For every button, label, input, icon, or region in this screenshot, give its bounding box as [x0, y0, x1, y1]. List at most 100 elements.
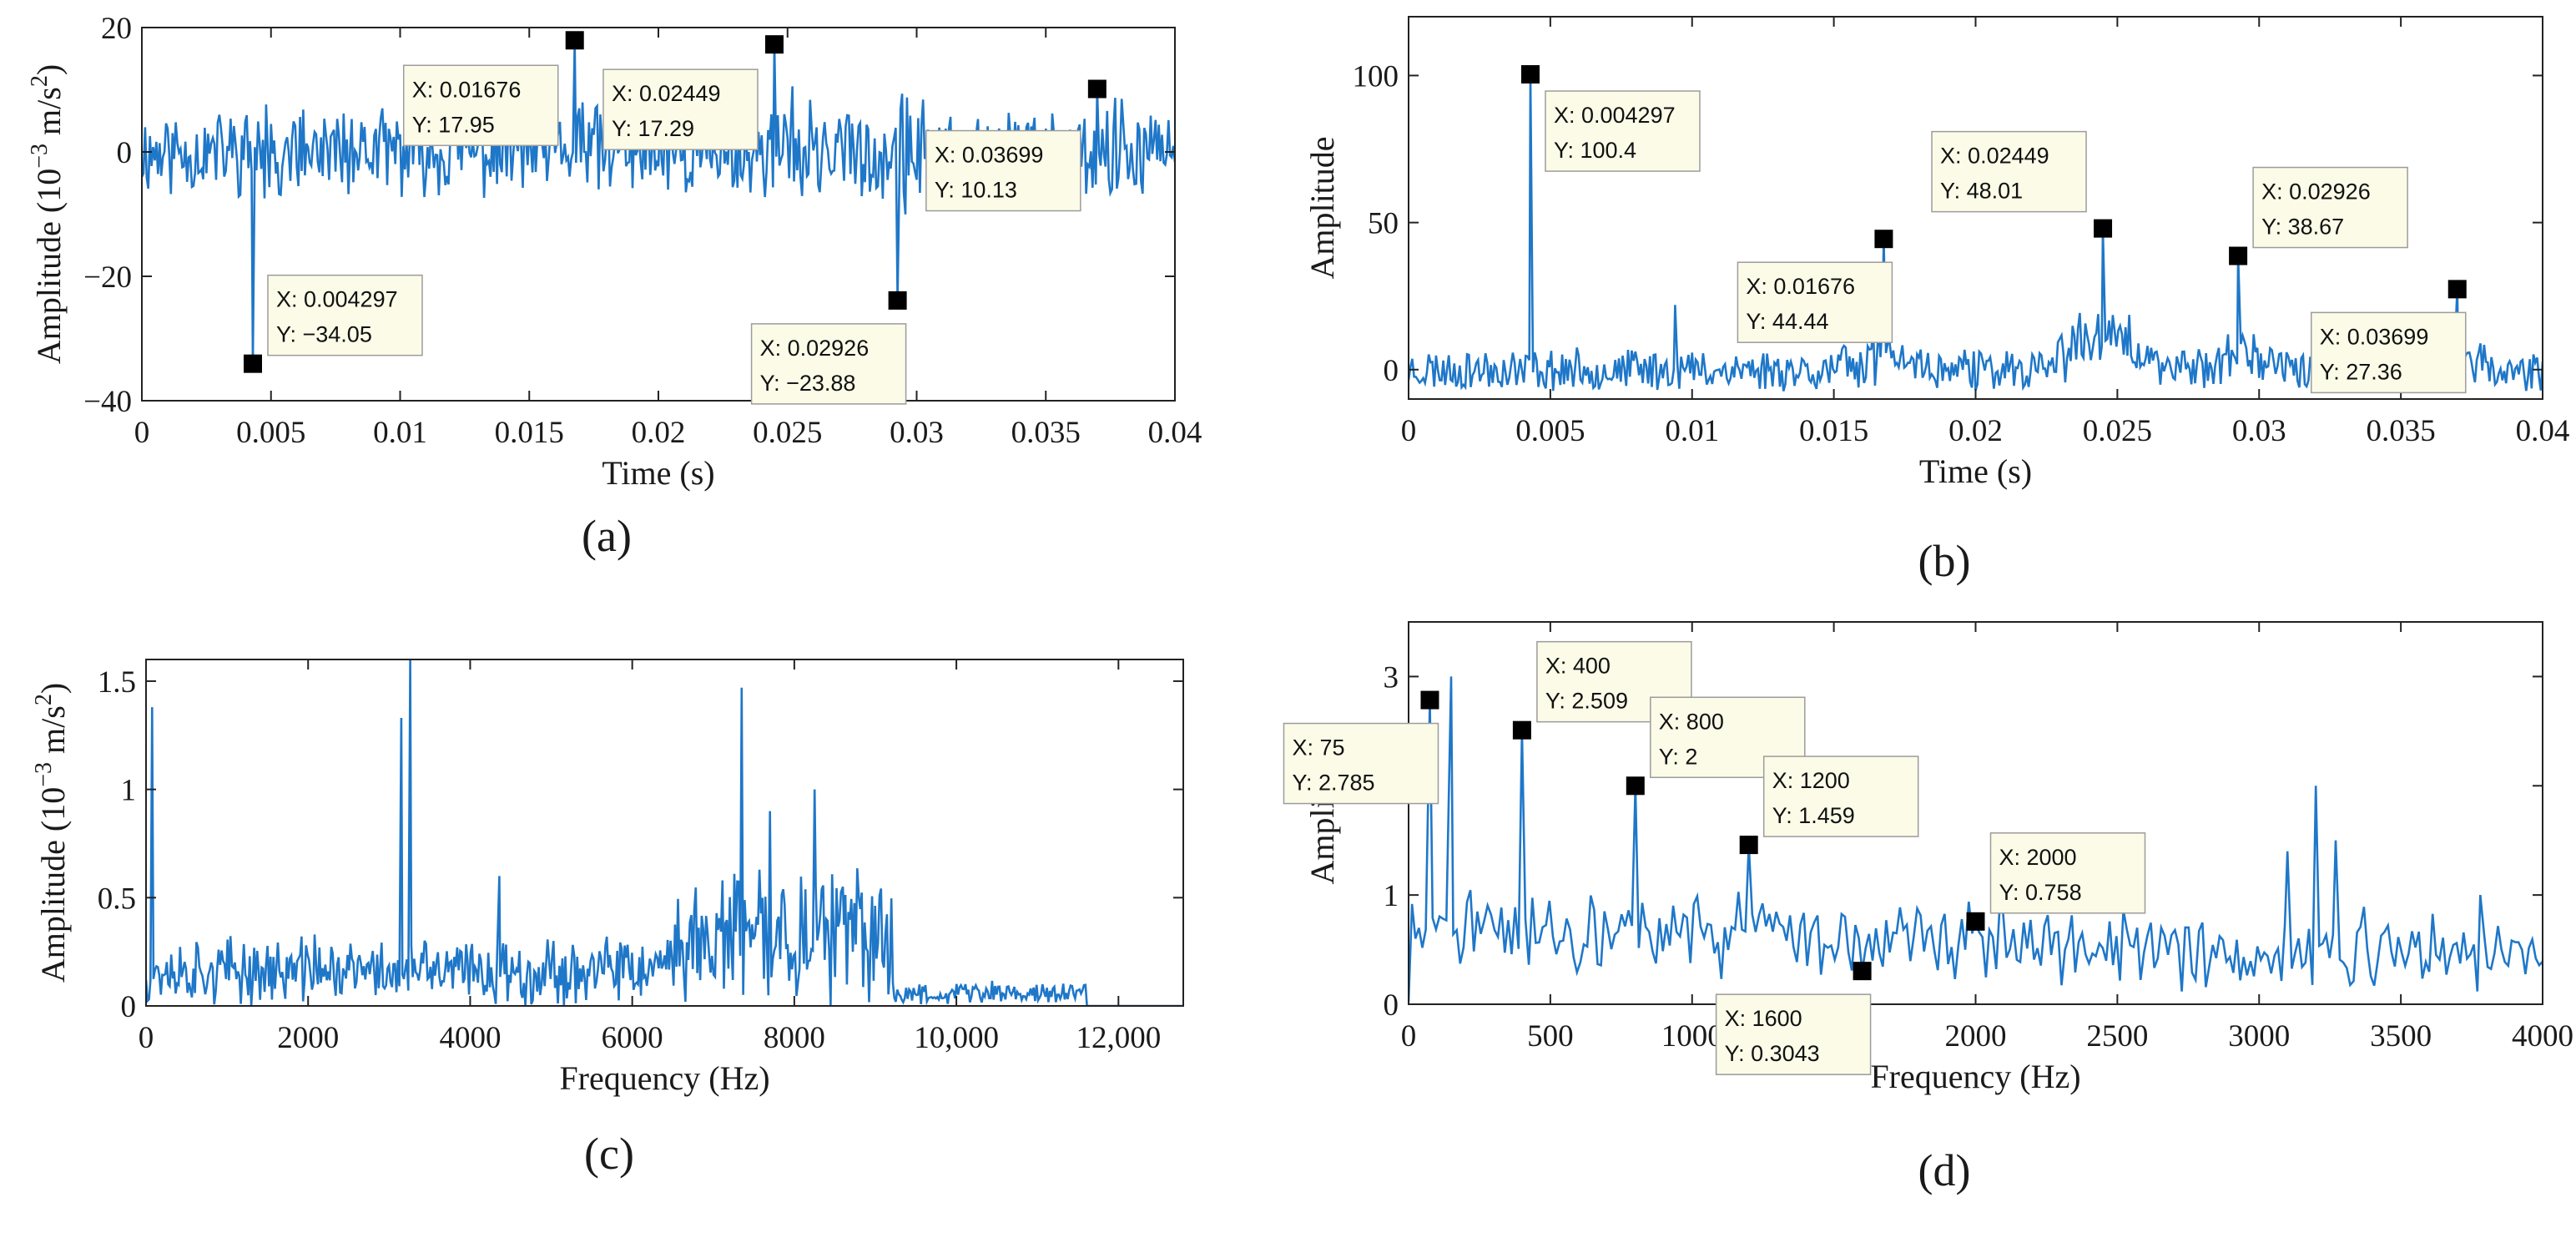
x-tick-label-a: 0.02 — [632, 416, 686, 450]
datatip-y-label: Y: 10.13 — [935, 178, 1017, 203]
datatip-marker-b — [2229, 246, 2248, 265]
panel-d: 050010001500200025003000350040000123Freq… — [1283, 621, 2573, 1195]
datatip-x-label: X: 0.004297 — [276, 287, 398, 312]
datatip-box — [1737, 261, 1893, 343]
x-tick-label-d: 0 — [1401, 1019, 1417, 1054]
y-label-text-c: Amplitude (10 — [34, 787, 72, 983]
y-label-text-a: Amplitude (10 — [30, 169, 68, 364]
datatip-y-label: Y: 0.758 — [1999, 880, 2082, 905]
y-tick-label-d: 1 — [1384, 879, 1399, 913]
datatip-y-label: Y: 38.67 — [2261, 215, 2344, 240]
datatip-x-label: X: 0.02449 — [612, 81, 721, 106]
x-tick-label-a: 0.03 — [890, 416, 944, 450]
panel-b: 0 0.005 0.01 0.015 0.02 0.025 0.03 0.035 0.04 0 50… — [1303, 16, 2570, 586]
x-tick-label-d: 2500 — [2086, 1019, 2148, 1054]
datatip-x-label: X: 0.02926 — [760, 336, 870, 361]
datatip-x-label: X: 400 — [1545, 654, 1611, 679]
datatip-a: X: 0.004297 Y: −34.05 — [267, 274, 423, 356]
datatip-x-label: X: 800 — [1659, 709, 1724, 734]
datatip-x-label: X: 0.01676 — [1746, 274, 1855, 299]
datatip-marker-b — [1874, 230, 1893, 249]
x-tick-label-b: 0.02 — [1948, 414, 2003, 448]
y-tick-label-c: 0.5 — [98, 882, 136, 916]
y-tick-label-d: 3 — [1384, 660, 1399, 695]
datatip-marker-a — [888, 291, 907, 310]
y-tick-label-b: 0 — [1384, 354, 1399, 388]
datatip-box — [1715, 993, 1872, 1075]
y-tick-label-c: 0 — [121, 990, 137, 1024]
axes-box-c — [145, 659, 1184, 1007]
datatip-d: X: 400 Y: 2.509 — [1536, 640, 1692, 723]
datatip-x-label: X: 2000 — [1999, 845, 2077, 870]
datatip-y-label: Y: 2 — [1659, 744, 1698, 769]
datatip-d: X: 1600 Y: 0.3043 — [1715, 993, 1872, 1075]
y-tick-label-b: 100 — [1353, 59, 1399, 93]
x-tick-label-a: 0.04 — [1148, 416, 1202, 450]
datatip-a: X: 0.02926 Y: −23.88 — [750, 323, 907, 405]
y-label-unit-a: m/s — [30, 87, 68, 144]
datatip-box — [267, 274, 423, 356]
datatip-y-label: Y: −34.05 — [276, 322, 372, 347]
datatip-x-label: X: 0.03699 — [935, 143, 1044, 168]
datatip-y-label: Y: 44.44 — [1746, 309, 1828, 334]
datatip-a: X: 0.02449 Y: 17.29 — [602, 68, 759, 150]
x-tick-label-c: 0 — [139, 1021, 154, 1055]
x-tick-label-d: 3500 — [2370, 1019, 2432, 1054]
datatip-box — [1536, 640, 1692, 723]
x-axis-label-d: Frequency (Hz) — [1870, 1058, 2080, 1095]
datatip-d: X: 75 Y: 2.785 — [1283, 722, 1439, 805]
datatip-b: X: 0.03699 Y: 27.36 — [2310, 311, 2467, 394]
series-line-d — [1409, 676, 2543, 1003]
datatip-x-label: X: 0.02926 — [2261, 179, 2371, 205]
datatip-y-label: Y: 17.29 — [612, 116, 694, 141]
datatip-y-label: Y: 1.459 — [1772, 803, 1855, 828]
datatip-marker-b — [2447, 280, 2467, 299]
datatip-b: X: 0.02926 Y: 38.67 — [2252, 166, 2408, 249]
y-axis-label-c: Amplitude (10−3 m/s2) — [31, 683, 72, 983]
x-tick-label-c: 4000 — [439, 1021, 501, 1055]
y-tick-label-a: −20 — [83, 260, 132, 295]
datatip-x-label: X: 0.004297 — [1554, 103, 1676, 128]
datatip-box — [1545, 90, 1701, 172]
datatip-y-label: Y: 2.509 — [1545, 689, 1628, 714]
datatip-marker-a — [565, 31, 584, 50]
datatip-box — [1762, 755, 1919, 837]
x-tick-label-d: 2000 — [1945, 1019, 2007, 1054]
x-tick-label-b: 0.04 — [2516, 414, 2570, 448]
datatip-marker-d — [1512, 720, 1531, 740]
datatip-box — [1931, 130, 2087, 213]
x-tick-label-a: 0.005 — [236, 416, 305, 450]
datatip-y-label: Y: 27.36 — [2320, 359, 2402, 384]
x-tick-label-b: 0.03 — [2232, 414, 2286, 448]
x-tick-label-b: 0 — [1401, 414, 1417, 448]
y-axis-label-a: Amplitude (10−3 m/s2) — [27, 64, 68, 364]
datatip-x-label: X: 0.01676 — [412, 77, 522, 102]
datatip-box — [1989, 832, 2146, 914]
y-label-text-b: Amplitude — [1303, 136, 1341, 279]
datatip-x-label: X: 1600 — [1725, 1006, 1802, 1031]
x-axis-label-c: Frequency (Hz) — [559, 1059, 769, 1097]
datatip-marker-d — [1739, 836, 1758, 855]
x-tick-label-d: 4000 — [2512, 1019, 2573, 1054]
datatip-b: X: 0.01676 Y: 44.44 — [1737, 261, 1893, 343]
x-tick-label-b: 0.035 — [2367, 414, 2436, 448]
datatip-marker-a — [764, 35, 784, 54]
datatip-marker-b — [2094, 219, 2113, 238]
datatip-marker-d — [1420, 690, 1439, 710]
datatip-marker-b — [1520, 65, 1540, 84]
datatip-y-label: Y: 48.01 — [1940, 179, 2023, 204]
datatip-box — [602, 68, 759, 150]
x-tick-label-b: 0.015 — [1799, 414, 1868, 448]
datatip-b: X: 0.02449 Y: 48.01 — [1931, 130, 2087, 213]
datatip-marker-a — [243, 354, 262, 373]
datatip-x-label: X: 1200 — [1772, 768, 1850, 793]
x-tick-label-d: 1000 — [1661, 1019, 1723, 1054]
datatip-y-label: Y: 17.95 — [412, 112, 495, 137]
y-label-exp-a: −3 — [27, 144, 53, 169]
datatip-box — [2252, 166, 2408, 249]
x-tick-label-c: 10,000 — [914, 1021, 999, 1055]
datatip-y-label: Y: 2.785 — [1292, 771, 1374, 796]
datatip-marker-d — [1966, 912, 1985, 931]
